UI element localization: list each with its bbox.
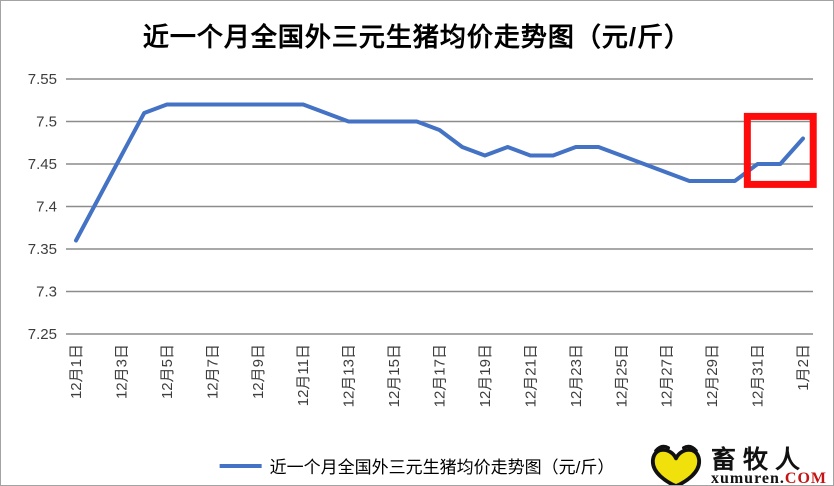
x-axis-tick-label: 12月15日 (386, 344, 403, 407)
x-axis-tick-label: 12月29日 (704, 344, 721, 407)
logo-text: 畜牧人 xumuren.COM (710, 445, 827, 486)
heart-logo-icon (651, 444, 701, 485)
y-axis-tick-label: 7.55 (28, 71, 57, 88)
x-axis-tick-label: 12月25日 (613, 344, 630, 407)
xumuren-logo: 畜牧人 xumuren.COM (647, 444, 827, 486)
y-axis-tick-label: 7.5 (36, 114, 57, 131)
x-axis-tick-label: 12月23日 (568, 344, 585, 407)
legend: 近一个月全国外三元生猪均价走势图（元/斤） (219, 453, 615, 478)
x-axis-tick-label: 12月21日 (522, 344, 539, 407)
x-axis-tick-label: 12月3日 (113, 344, 130, 399)
x-axis-tick-label: 12月9日 (250, 344, 267, 399)
highlight-box (743, 112, 817, 188)
x-axis-tick-label: 12月31日 (750, 344, 767, 407)
chart-title: 近一个月全国外三元生猪均价走势图（元/斤） (142, 22, 692, 52)
legend-line-swatch (219, 463, 262, 468)
legend-label: 近一个月全国外三元生猪均价走势图（元/斤） (269, 458, 615, 477)
logo-domain: xumuren.COM (710, 469, 827, 486)
x-axis-tick-label: 12月19日 (477, 344, 494, 407)
y-axis-tick-label: 7.4 (36, 199, 57, 216)
x-axis-tick-label: 12月5日 (159, 344, 176, 399)
x-axis-tick-label: 12月1日 (68, 344, 85, 399)
x-axis-tick-label: 12月11日 (295, 344, 312, 406)
logo-brand-name: 畜牧人 (710, 445, 807, 474)
x-axis-tick-label: 12月13日 (341, 344, 358, 407)
logo-domain-name: xumuren. (710, 469, 785, 486)
y-axis-tick-label: 7.45 (28, 156, 57, 173)
y-axis-tick-label: 7.35 (28, 241, 57, 258)
x-axis-tick-label: 12月7日 (204, 344, 221, 399)
price-line (74, 102, 805, 243)
y-axis-tick-label: 7.25 (28, 326, 57, 343)
logo-domain-suffix: COM (784, 469, 827, 486)
x-axis-tick-label: 12月17日 (432, 344, 449, 407)
x-axis-tick-label: 1月2日 (795, 344, 812, 391)
y-axis-tick-label: 7.3 (36, 284, 57, 301)
x-axis-tick-label: 12月27日 (659, 344, 676, 407)
